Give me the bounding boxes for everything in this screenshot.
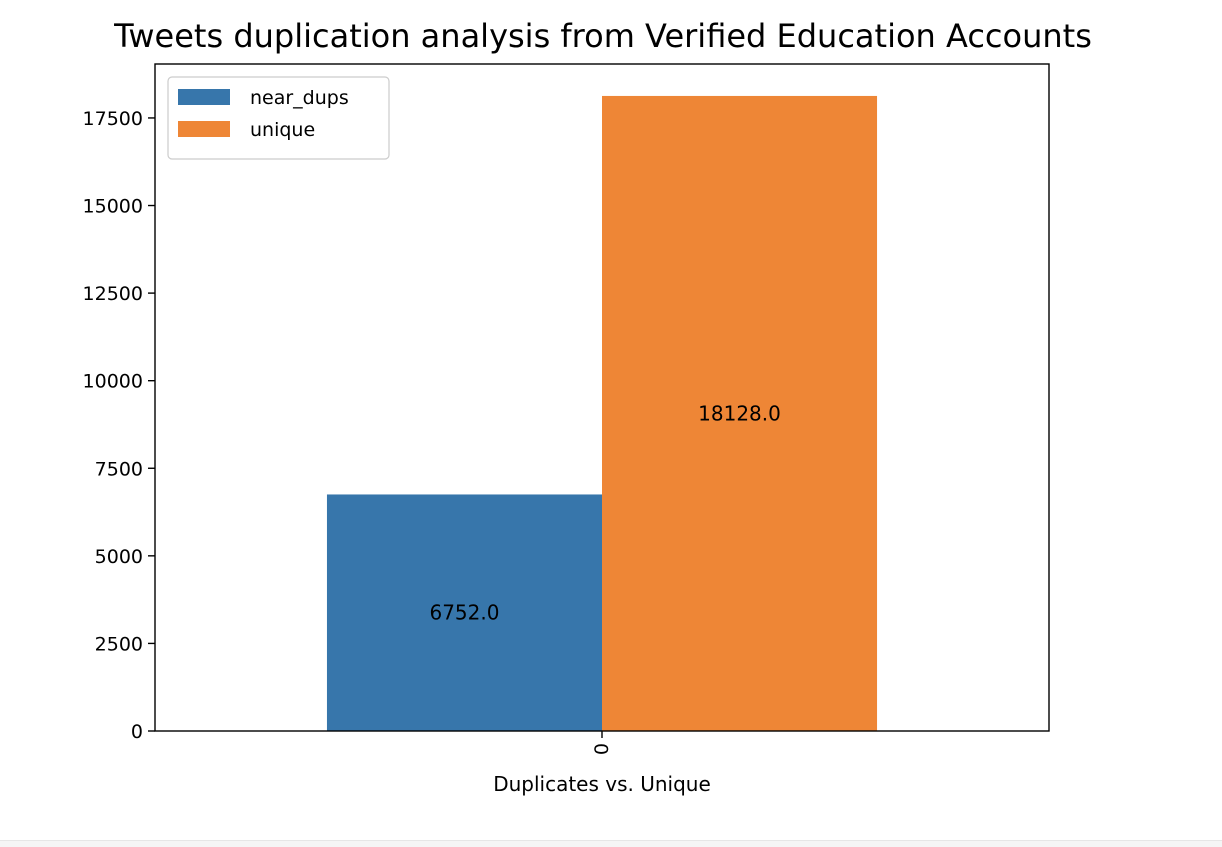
y-tick-label: 17500 — [83, 108, 143, 130]
y-tick-label: 10000 — [83, 371, 143, 393]
y-tick-label: 15000 — [83, 196, 143, 218]
x-tick-label: 0 — [591, 743, 613, 755]
bar-value-label-unique: 18128.0 — [698, 401, 781, 425]
y-axis: 0 2500 5000 7500 10000 12500 15000 17500 — [83, 108, 155, 743]
chart-title: Tweets duplication analysis from Verifie… — [113, 17, 1092, 55]
bar-value-label-near-dups: 6752.0 — [429, 601, 499, 625]
legend-label-unique: unique — [250, 119, 315, 141]
legend-label-near-dups: near_dups — [250, 87, 349, 109]
x-axis: 0 — [591, 731, 613, 755]
plot-frame — [154, 63, 1050, 732]
legend-swatch-unique — [178, 121, 230, 137]
y-tick-label: 7500 — [95, 458, 143, 480]
y-tick-label: 5000 — [95, 546, 143, 568]
x-axis-label: Duplicates vs. Unique — [493, 772, 711, 796]
footer-strip — [0, 840, 1222, 847]
y-tick-label: 2500 — [95, 633, 143, 655]
bar-unique — [602, 95, 878, 732]
bars-layer: 6752.0 18128.0 — [326, 95, 878, 732]
bar-near-dups — [326, 494, 602, 731]
y-tick-label: 0 — [131, 721, 143, 743]
y-tick-label: 12500 — [83, 283, 143, 305]
legend-swatch-near-dups — [178, 89, 230, 105]
